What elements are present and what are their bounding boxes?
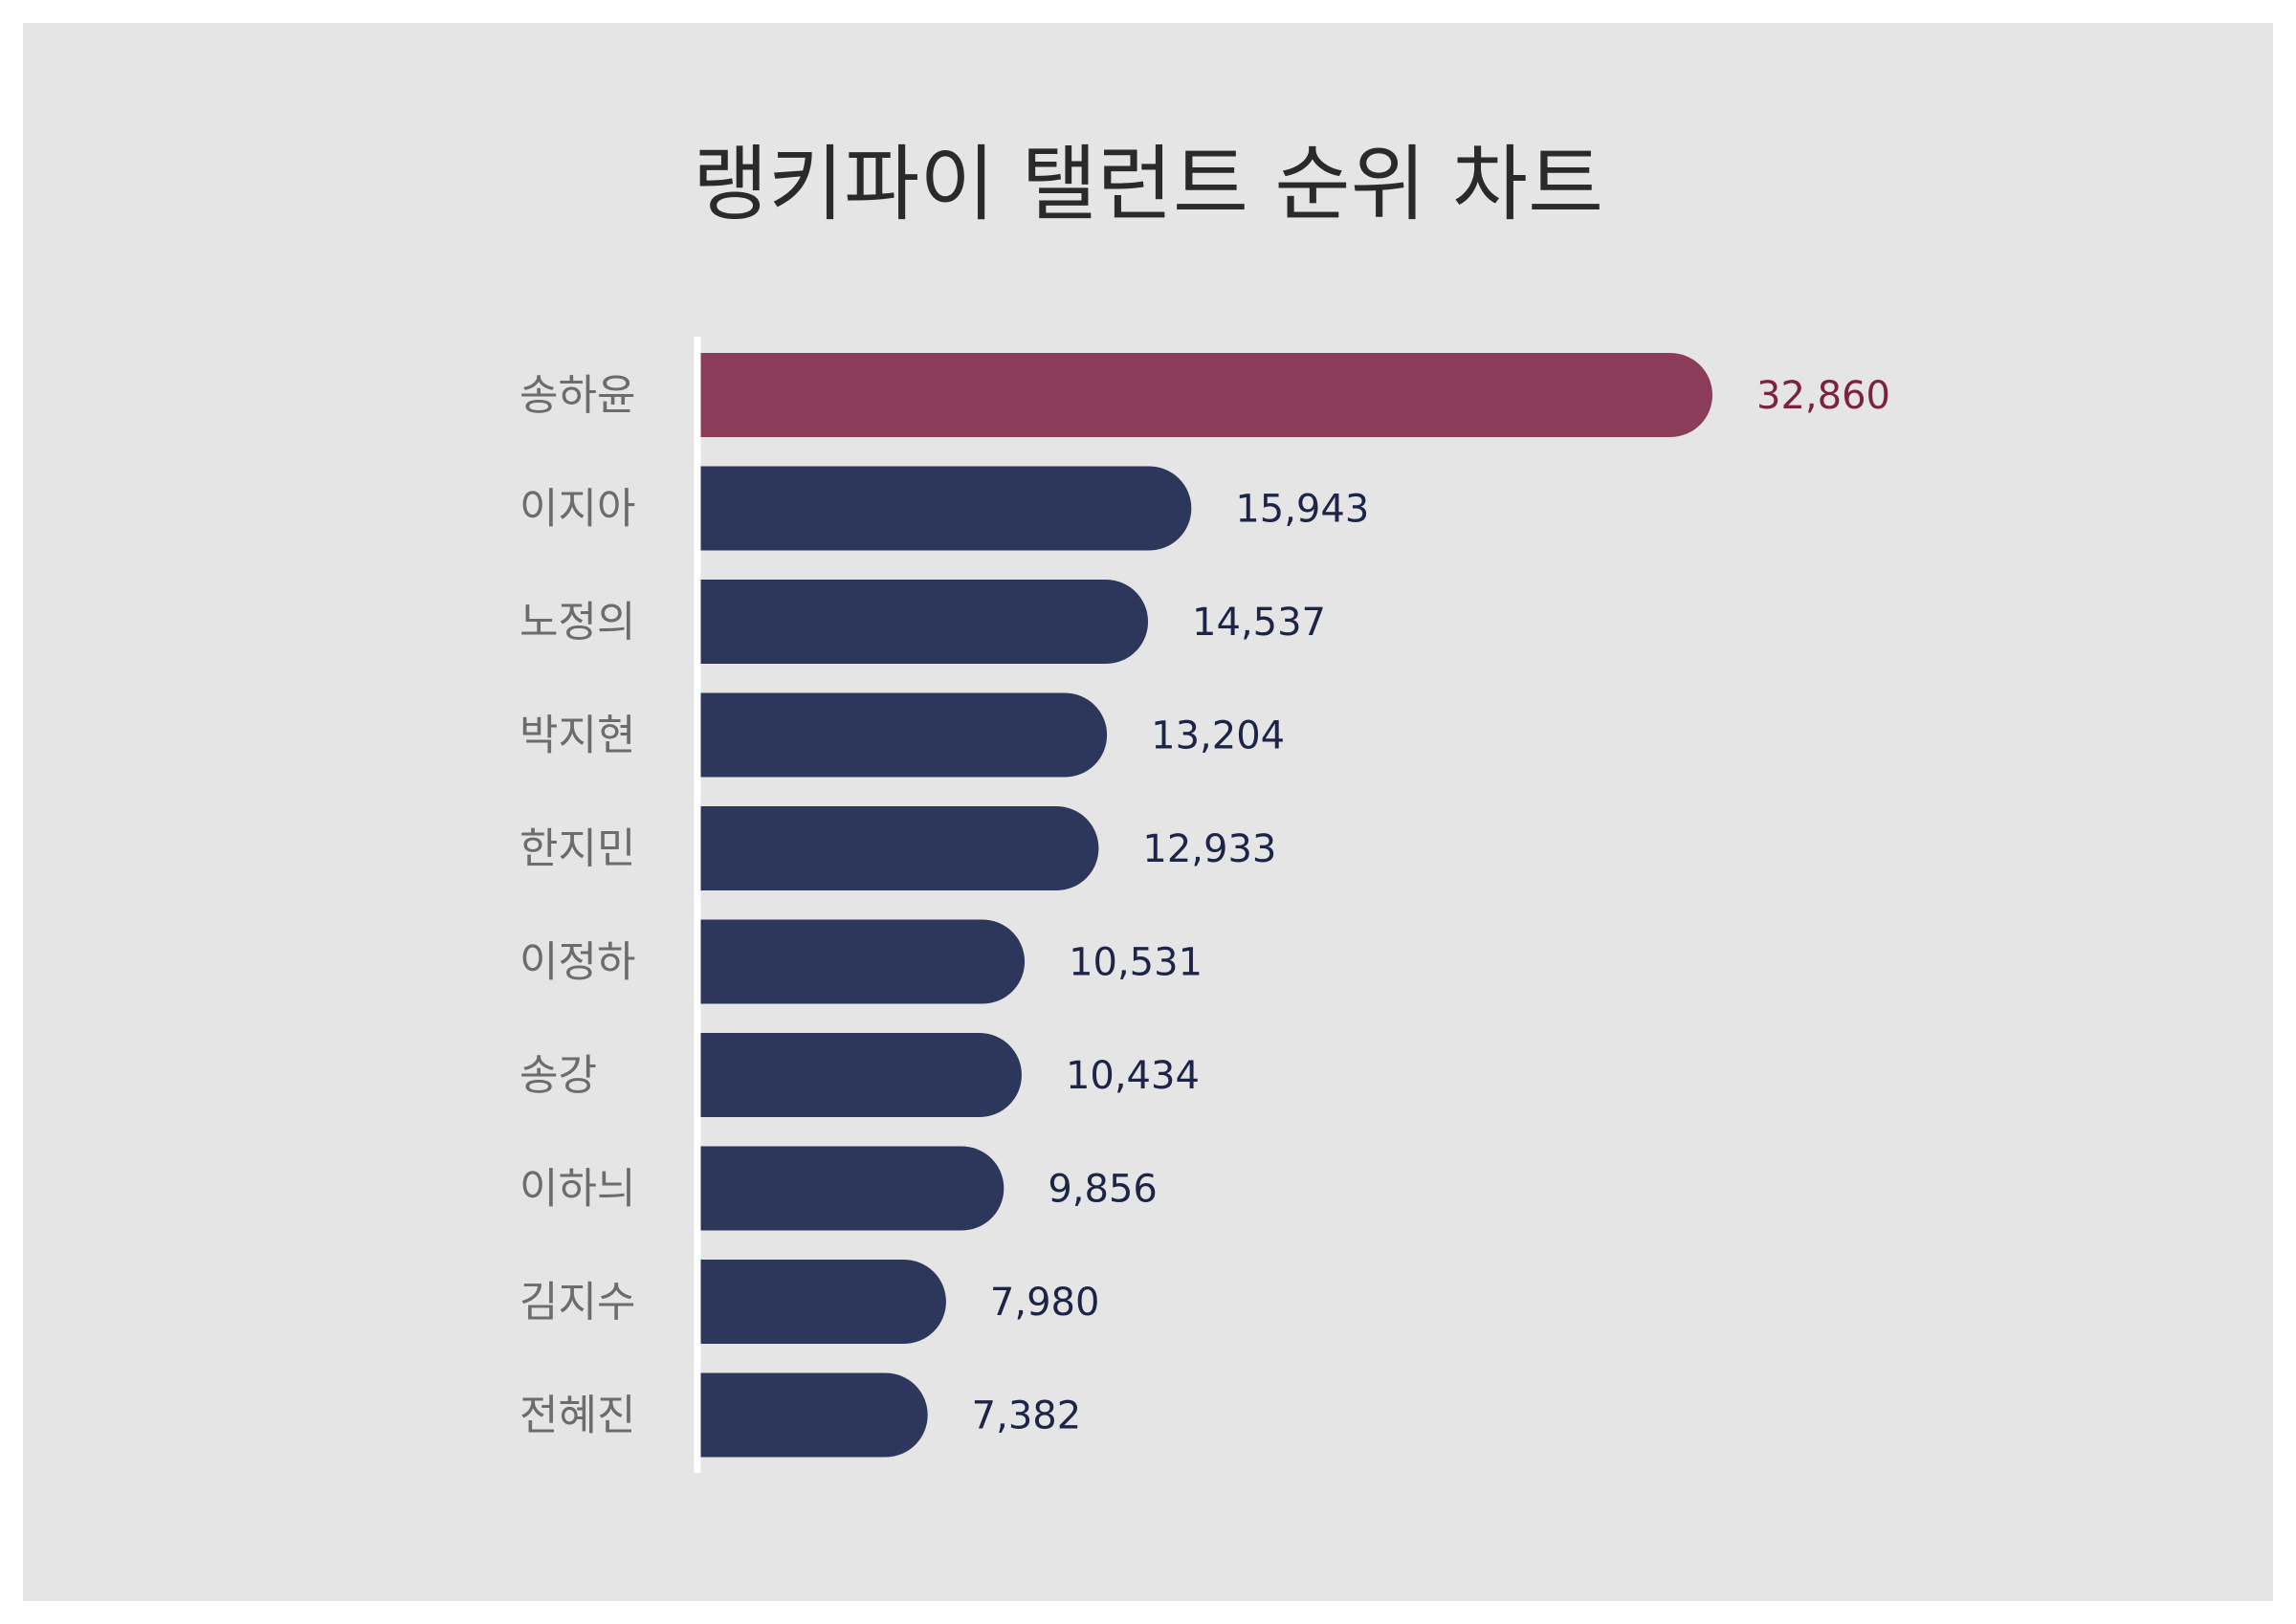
category-label-5: 한지민 xyxy=(519,824,635,873)
value-label-10: 7,382 xyxy=(972,1394,1082,1438)
value-label-3: 14,537 xyxy=(1192,601,1326,645)
value-label-5: 12,933 xyxy=(1142,827,1276,871)
category-label-2: 이지아 xyxy=(519,485,635,534)
value-label-4: 13,204 xyxy=(1151,714,1285,758)
value-label-2: 15,943 xyxy=(1235,488,1369,532)
category-label-3: 노정의 xyxy=(519,598,635,647)
category-label-4: 박지현 xyxy=(519,712,635,760)
value-label-8: 9,856 xyxy=(1048,1168,1158,1212)
bar-5 xyxy=(700,806,1099,890)
bar-4 xyxy=(700,692,1108,778)
chart-title: 랭키파이 탤런트 순위 차트 xyxy=(692,137,1604,232)
category-label-1: 송하윤 xyxy=(519,371,635,420)
bar-10 xyxy=(700,1372,928,1458)
category-label-7: 송강 xyxy=(519,1051,597,1100)
bar-1 xyxy=(700,353,1712,437)
bar-7 xyxy=(700,1033,1022,1117)
bar-6 xyxy=(700,919,1026,1004)
category-label-10: 전혜진 xyxy=(519,1392,635,1440)
value-label-7: 10,434 xyxy=(1066,1054,1200,1098)
value-label-9: 7,980 xyxy=(990,1281,1100,1325)
bar-9 xyxy=(700,1260,946,1344)
category-label-6: 이정하 xyxy=(519,938,635,987)
chart-background xyxy=(23,23,2273,1601)
value-label-6: 10,531 xyxy=(1069,941,1203,985)
value-label-1: 32,860 xyxy=(1756,374,1890,418)
category-label-9: 김지수 xyxy=(519,1278,635,1327)
bar-8 xyxy=(700,1146,1004,1231)
bar-2 xyxy=(700,466,1192,551)
bar-3 xyxy=(700,580,1149,664)
category-label-8: 이하늬 xyxy=(519,1165,635,1214)
